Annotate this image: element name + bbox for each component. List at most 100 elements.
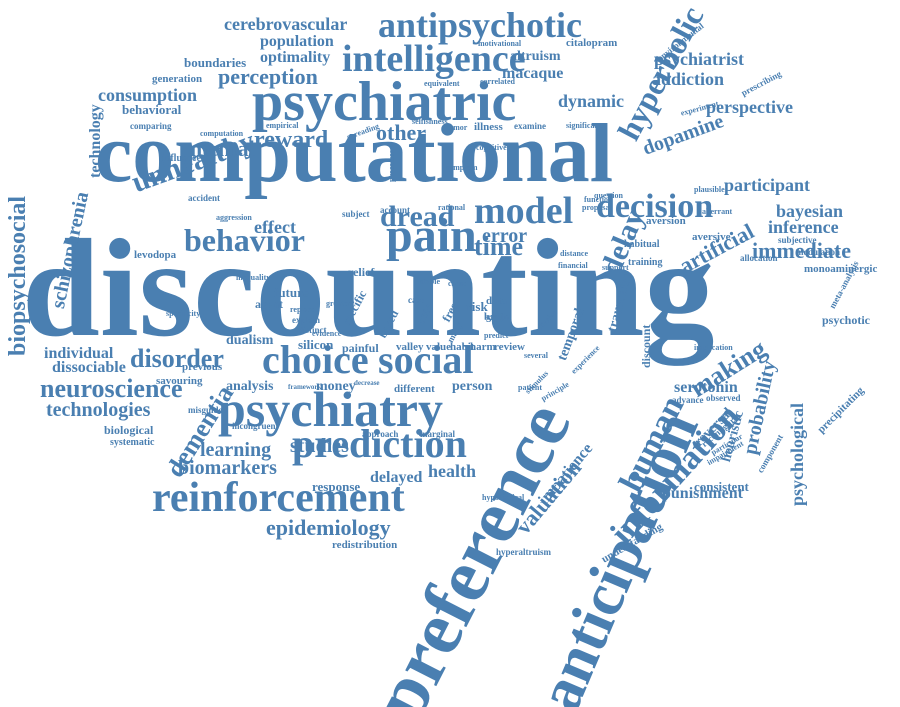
word: psychiatric: [252, 71, 517, 133]
word: evidence: [312, 329, 342, 338]
word: consumption: [98, 85, 198, 105]
word: correlated: [480, 77, 515, 86]
word: equivalent: [424, 79, 460, 88]
word: stable: [420, 277, 440, 286]
word: biopsychosocial: [5, 195, 31, 356]
word: future: [274, 285, 309, 300]
word: antipsychotic: [378, 5, 583, 45]
word: mental: [190, 136, 255, 161]
word: aversive: [692, 231, 731, 243]
word: serotonin: [674, 379, 738, 396]
word: inference: [768, 217, 839, 237]
word: monoaminergic: [804, 263, 878, 275]
word: empirical: [266, 121, 299, 130]
word: rational: [438, 203, 466, 212]
word: money: [316, 379, 356, 394]
word: different: [394, 383, 435, 395]
word: optimality: [260, 49, 331, 66]
word: self: [486, 311, 507, 326]
word: proposal: [582, 203, 612, 212]
word: patient: [518, 383, 542, 392]
word: financial: [558, 261, 588, 270]
word: advance: [672, 395, 704, 405]
word: consistent: [694, 479, 749, 494]
word: technology: [87, 104, 104, 178]
word: boundaries: [184, 55, 247, 70]
word: hypothetical: [482, 493, 525, 502]
word: influence: [162, 153, 201, 164]
word: case: [408, 295, 424, 305]
word: cognitive: [476, 143, 507, 152]
word: savouring: [156, 375, 203, 387]
word: studies: [290, 435, 349, 457]
word: selfishness: [412, 117, 448, 126]
word: harm: [470, 341, 496, 353]
word: training: [628, 257, 663, 268]
word: technologies: [46, 399, 151, 421]
word: dread: [380, 200, 455, 233]
word: agent: [255, 297, 283, 311]
word: addiction: [652, 69, 725, 89]
word: habitual: [624, 239, 660, 250]
word: punishment: [662, 485, 743, 502]
word: disorder: [130, 344, 224, 373]
word: review: [494, 341, 525, 353]
word: aberrant: [702, 207, 733, 216]
word: approach: [362, 429, 399, 439]
word: computation: [200, 129, 244, 138]
word: subjective: [778, 235, 817, 245]
word: error: [482, 225, 528, 247]
word: valley: [396, 341, 424, 353]
word: person: [452, 379, 493, 394]
word: health: [428, 461, 477, 481]
word: principle: [539, 379, 571, 403]
word: motivational: [478, 39, 522, 48]
word: support: [602, 263, 629, 272]
word: subject: [342, 209, 370, 219]
word: behavioral: [122, 102, 182, 117]
word: altruism: [510, 49, 561, 64]
word: distinct: [298, 325, 327, 335]
word: perspective: [706, 97, 793, 117]
word: question: [594, 191, 623, 200]
word: prediction: [292, 421, 467, 466]
word: comparing: [130, 121, 172, 131]
word: inequality: [236, 273, 271, 282]
word: psychiatrist: [654, 49, 744, 69]
word: risk: [466, 299, 488, 314]
word: misguided: [188, 405, 228, 415]
word: illness: [474, 121, 503, 133]
word: biomarkers: [178, 457, 277, 479]
word: neuroscience: [40, 374, 183, 403]
word: choice: [262, 337, 369, 382]
word: social: [378, 337, 474, 382]
word: behavior: [184, 222, 305, 258]
word: model: [474, 190, 574, 232]
word: dissociable: [52, 359, 126, 376]
word: silicon: [298, 337, 334, 352]
word: observed: [706, 393, 741, 403]
word: allocation: [740, 253, 778, 263]
word: citalopram: [566, 37, 618, 49]
word: cause: [448, 279, 467, 288]
word: painful: [342, 341, 379, 355]
word: decision: [596, 188, 714, 225]
word: framework: [288, 383, 322, 391]
word: implication: [694, 343, 733, 352]
word: plausible: [694, 185, 725, 194]
word: significant: [566, 121, 602, 130]
word: pain: [386, 209, 477, 262]
word: epidemiology: [266, 515, 391, 540]
word: examine: [514, 121, 546, 131]
word: reinforcement: [152, 475, 405, 521]
word: learning: [200, 439, 272, 461]
word: accident: [188, 193, 220, 203]
word: generation: [152, 73, 203, 85]
word: aggression: [216, 213, 252, 222]
word: discounting: [22, 211, 715, 366]
word: time: [474, 232, 524, 261]
word: several: [524, 351, 548, 360]
word: discount: [639, 324, 653, 368]
word: computational: [95, 107, 614, 200]
